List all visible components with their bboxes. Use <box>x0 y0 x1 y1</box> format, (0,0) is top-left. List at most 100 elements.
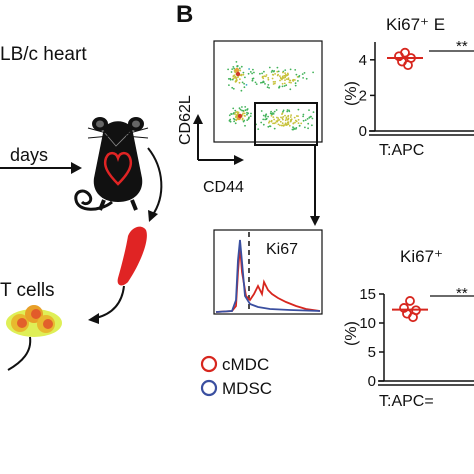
cd62l-axis-label: CD62L <box>177 95 194 145</box>
chart-bottom-xlabel: T:APC= <box>379 393 434 410</box>
dot-plot-event <box>297 115 299 117</box>
dot-plot-event <box>283 82 286 85</box>
dot-plot-event <box>270 71 273 73</box>
curved-arrow <box>147 147 163 222</box>
dot-plot-event <box>230 113 233 115</box>
dot-plot-event <box>261 76 264 78</box>
dot-plot-event <box>295 120 298 123</box>
dot-plot-event <box>263 70 265 73</box>
dot-plot-event <box>283 74 286 77</box>
dot-plot-event <box>240 65 243 68</box>
dot-plot-event <box>246 113 248 116</box>
dot-plot-event <box>243 112 246 115</box>
heart-label: LB/c heart <box>0 44 87 65</box>
dot-plot-event <box>288 124 291 127</box>
dot-plot-event <box>251 79 254 82</box>
dot-plot-event <box>310 115 312 118</box>
dot-plot-event <box>232 112 235 115</box>
dot-plot-event <box>246 108 249 110</box>
dot-plot-events <box>227 61 315 131</box>
dot-plot-event <box>267 84 270 86</box>
dot-plot-event <box>302 115 304 118</box>
dot-plot-event <box>230 71 233 73</box>
dot-plot-hotspot <box>235 71 241 77</box>
dot-plot-event <box>286 74 289 77</box>
dot-plot-event <box>296 76 299 78</box>
dot-plot-event <box>276 70 279 73</box>
dot-plot-event <box>245 84 248 86</box>
dot-plot <box>213 40 323 146</box>
dot-plot-event <box>292 122 295 125</box>
dot-plot-event <box>233 74 236 77</box>
dot-plot-event <box>228 114 231 117</box>
dot-plot-event <box>281 117 284 120</box>
dot-plot-event <box>293 116 296 119</box>
dot-plot-event <box>298 125 301 127</box>
days-label: days <box>10 145 48 165</box>
dot-plot-event <box>243 119 246 122</box>
dot-plot-event <box>248 68 251 70</box>
dot-plot-event <box>262 114 265 117</box>
dot-plot-event <box>280 116 282 119</box>
dot-plot-event <box>302 119 305 122</box>
legend-label-cmdc: cMDC <box>222 355 269 374</box>
cell-cluster-icon <box>6 305 62 371</box>
dot-plot-event <box>261 72 263 75</box>
dot-plot-event <box>308 109 310 111</box>
dot-plot-event <box>279 120 282 123</box>
dot-plot-event <box>251 72 254 75</box>
dot-plot-event <box>228 120 231 122</box>
dot-plot-event <box>301 73 304 75</box>
dot-plot-event <box>262 123 265 126</box>
dot-plot-event <box>311 117 314 120</box>
dot-plot-event <box>228 84 230 86</box>
dot-plot-event <box>281 82 284 85</box>
dot-plot-event <box>287 78 290 81</box>
dot-plot-event <box>297 118 300 121</box>
dot-plot-event <box>307 122 310 125</box>
ki67-marker-label: Ki67 <box>266 241 298 258</box>
dot-plot-event <box>289 68 292 71</box>
dot-plot-event <box>308 116 311 119</box>
dot-plot-event <box>302 77 304 79</box>
dot-plot-event <box>284 114 286 117</box>
dot-plot-event <box>232 107 235 110</box>
dot-plot-event <box>282 109 285 112</box>
dot-plot-event <box>294 82 297 85</box>
dot-plot-event <box>243 86 246 89</box>
dot-plot-event <box>278 86 280 89</box>
dot-plot-event <box>268 121 270 124</box>
dot-plot-event <box>284 122 287 125</box>
dot-plot-event <box>271 73 274 76</box>
dot-plot-event <box>268 125 271 128</box>
dot-plot-event <box>271 77 274 80</box>
dot-plot-event <box>273 122 276 125</box>
dot-plot-event <box>281 85 284 88</box>
data-point-cmdc <box>405 296 415 306</box>
dot-plot-event <box>297 108 300 111</box>
dot-plot-event <box>276 66 279 69</box>
dot-plot-event <box>286 110 289 113</box>
dot-plot-event <box>244 115 247 117</box>
dot-plot-event <box>242 71 245 74</box>
dot-plot-event <box>304 119 307 121</box>
dot-plot-event <box>267 78 270 81</box>
dot-plot-event <box>285 84 288 87</box>
dot-plot-event <box>246 111 248 114</box>
dot-plot-event <box>233 67 236 70</box>
curved-arrow-2 <box>88 285 125 324</box>
chart-top-significance: ** <box>456 38 468 55</box>
dot-plot-event <box>285 78 288 80</box>
dot-plot-event <box>288 109 290 112</box>
dot-plot-event <box>277 123 280 126</box>
dot-plot-event <box>255 83 258 85</box>
dot-plot-event <box>241 118 244 121</box>
dot-plot-event <box>273 118 275 121</box>
dot-plot-event <box>240 74 243 77</box>
y-tick-label: 4 <box>359 52 367 69</box>
dot-plot-event <box>272 81 275 83</box>
dot-plot-event <box>289 88 292 91</box>
dot-plot-event <box>269 112 272 115</box>
dot-plot-event <box>292 126 294 129</box>
dot-plot-event <box>264 114 267 117</box>
